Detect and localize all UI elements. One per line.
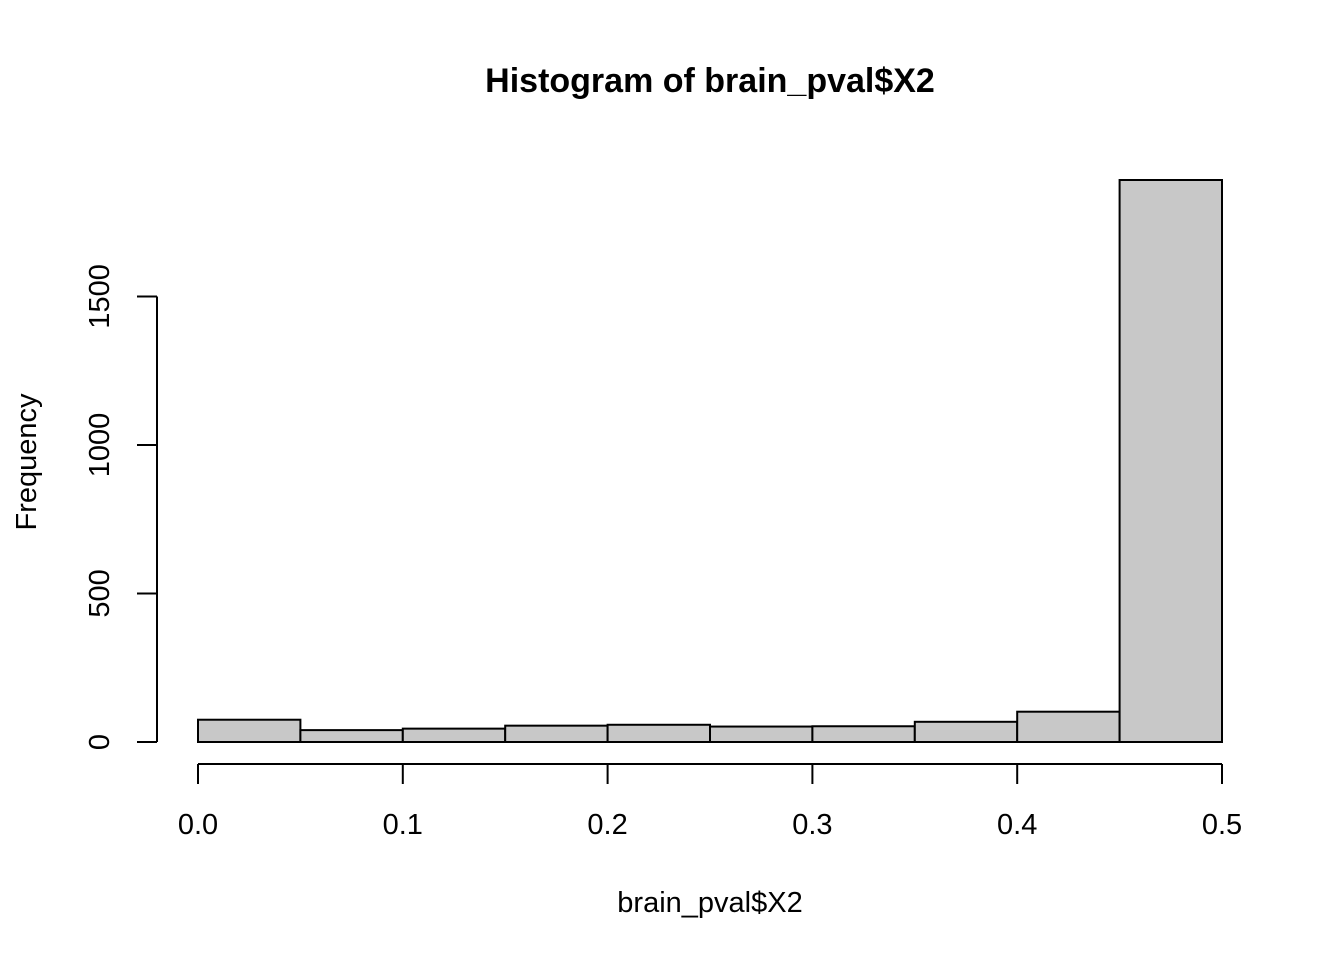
- y-tick-label: 500: [84, 569, 116, 617]
- histogram-bar-4: [504, 724, 609, 743]
- histogram-bar-1: [197, 718, 302, 743]
- x-tick-label: 0.3: [792, 809, 832, 841]
- histogram-bar-2: [299, 729, 404, 744]
- y-tick-label: 1500: [84, 264, 116, 329]
- y-axis-label: Frequency: [11, 393, 43, 531]
- x-axis: 0.0 0.1 0.2 0.3 0.4 0.5: [178, 763, 1242, 841]
- x-tick-label: 0.2: [587, 809, 627, 841]
- histogram-bar-7: [811, 725, 916, 744]
- histogram-bar-5: [606, 723, 711, 743]
- histogram-bar-9: [1016, 710, 1121, 744]
- x-tick-label: 0.4: [997, 809, 1037, 841]
- histogram-bar-10: [1118, 179, 1223, 743]
- histogram-bar-3: [401, 727, 507, 743]
- x-tick-label: 0.1: [383, 809, 423, 841]
- bars-group: [197, 179, 1223, 744]
- y-tick-label: 0: [84, 734, 116, 750]
- histogram-bar-6: [709, 725, 814, 743]
- x-tick-label: 0.5: [1202, 809, 1242, 841]
- x-tick-label: 0.0: [178, 809, 218, 841]
- chart-title: Histogram of brain_pval$X2: [485, 62, 935, 100]
- y-tick-label: 1000: [84, 413, 116, 478]
- histogram-bar-8: [913, 720, 1019, 744]
- x-axis-label: brain_pval$X2: [617, 887, 802, 919]
- y-axis: 0 500 1000 1500: [84, 264, 158, 750]
